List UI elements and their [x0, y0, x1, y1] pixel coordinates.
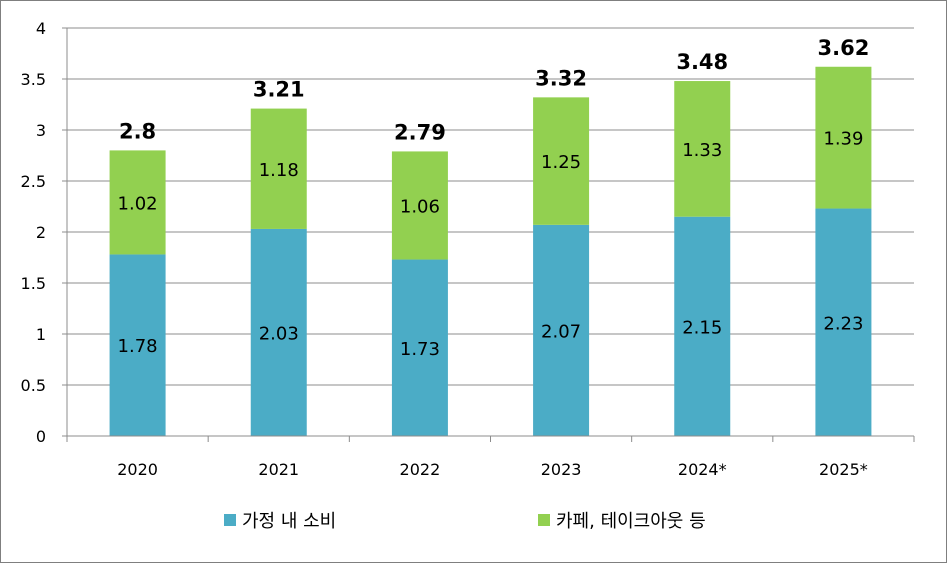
- bar-segment-home: [815, 208, 872, 436]
- bars: [109, 66, 872, 436]
- total-value-label: 3.48: [676, 50, 728, 74]
- legend-label-home: 가정 내 소비: [242, 511, 336, 532]
- bar-segment-home: [674, 216, 731, 436]
- y-tick-label: 4: [36, 19, 46, 38]
- segment-value-label: 1.06: [400, 196, 440, 217]
- legend-swatch-cafe: [538, 514, 550, 526]
- y-tick-label: 2.5: [21, 172, 46, 191]
- x-tick-label: 2024*: [678, 460, 727, 479]
- bar-segment-home: [391, 259, 448, 436]
- total-value-label: 3.21: [253, 78, 305, 102]
- x-tick-label: 2020: [117, 460, 158, 479]
- y-tick-label: 3.5: [21, 70, 46, 89]
- y-tick-label: 3: [36, 121, 46, 140]
- x-tick-label: 2022: [400, 460, 441, 479]
- segment-value-label: 1.78: [118, 336, 158, 357]
- bar-segment-home: [250, 228, 307, 436]
- total-value-label: 2.79: [394, 120, 446, 144]
- segment-value-label: 1.25: [541, 152, 581, 173]
- data-labels: 1.78 1.02 2.8 2.03 1.18 3.21 1.73 1.06 2.79 2.07 1…: [118, 36, 870, 360]
- segment-value-label: 1.39: [823, 129, 863, 150]
- segment-value-label: 2.07: [541, 321, 581, 342]
- y-tick-label: 0: [36, 427, 46, 446]
- segment-value-label: 2.23: [823, 313, 863, 334]
- bar-segment-cafe: [109, 150, 166, 255]
- total-value-label: 2.8: [119, 119, 156, 143]
- bar-segment-home: [109, 254, 166, 436]
- bar-segment-cafe: [250, 108, 307, 229]
- y-tick-label: 1: [36, 325, 46, 344]
- legend: 가정 내 소비 카페, 테이크아웃 등: [224, 511, 706, 532]
- segment-value-label: 2.15: [682, 317, 722, 338]
- bar-segment-home: [533, 224, 590, 436]
- segment-value-label: 1.33: [682, 140, 722, 161]
- x-tick-label: 2023: [541, 460, 582, 479]
- total-value-label: 3.62: [818, 36, 870, 60]
- x-tick-label: 2021: [258, 460, 299, 479]
- bar-segment-cafe: [533, 97, 590, 225]
- gridlines: [67, 27, 914, 386]
- total-value-label: 3.32: [535, 66, 587, 90]
- segment-value-label: 1.02: [118, 193, 158, 214]
- y-tick-label: 1.5: [21, 274, 46, 293]
- y-tick-label: 2: [36, 223, 46, 242]
- x-tick-label: 2025*: [819, 460, 868, 479]
- segment-value-label: 2.03: [259, 323, 299, 344]
- bar-segment-cafe: [391, 151, 448, 260]
- segment-value-label: 1.18: [259, 160, 299, 181]
- legend-swatch-home: [224, 514, 236, 526]
- bar-segment-cafe: [815, 66, 872, 209]
- segment-value-label: 1.73: [400, 339, 440, 360]
- bar-segment-cafe: [674, 81, 731, 217]
- legend-label-cafe: 카페, 테이크아웃 등: [556, 511, 706, 532]
- y-tick-label: 0.5: [21, 376, 46, 395]
- axes: 0 0.5 1 1.5 2 2.5 3 3.5 4 2020 2021 2022 2023 2024* 20…: [21, 19, 915, 479]
